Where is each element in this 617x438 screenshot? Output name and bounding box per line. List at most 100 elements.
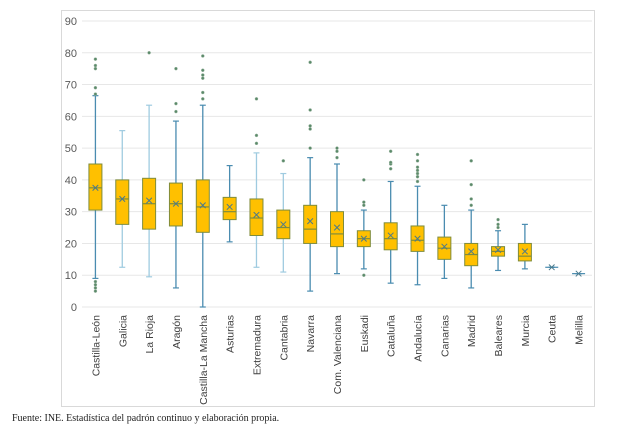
box-group bbox=[356, 178, 371, 277]
box-group bbox=[249, 97, 264, 268]
outlier-point bbox=[201, 73, 205, 77]
outlier-point bbox=[93, 286, 98, 290]
outlier-point bbox=[147, 51, 151, 55]
outlier-point bbox=[415, 179, 420, 184]
mean-marker bbox=[468, 248, 475, 255]
outlier-point bbox=[415, 152, 420, 157]
box bbox=[383, 222, 398, 251]
box bbox=[222, 196, 237, 221]
box-group bbox=[195, 54, 210, 308]
y-tick-label: 90 bbox=[65, 16, 77, 28]
outlier-point bbox=[308, 124, 312, 128]
box-group bbox=[115, 130, 130, 268]
box-group bbox=[491, 217, 506, 272]
outlier-point bbox=[93, 66, 98, 71]
box-group bbox=[222, 164, 237, 243]
x-category-label: Madrid bbox=[466, 315, 478, 347]
outlier-point bbox=[201, 97, 205, 101]
box-group bbox=[168, 66, 183, 289]
box-group bbox=[276, 159, 291, 273]
outlier-point bbox=[201, 76, 205, 80]
x-category-label: Cataluña bbox=[386, 315, 398, 357]
outlier-point bbox=[93, 289, 98, 293]
outlier-point bbox=[362, 178, 366, 182]
box-group bbox=[303, 60, 318, 292]
outlier-point bbox=[335, 149, 339, 154]
y-tick-label: 10 bbox=[65, 270, 77, 282]
box-group bbox=[464, 159, 479, 289]
box-group bbox=[330, 146, 344, 275]
outlier-point bbox=[308, 146, 312, 150]
box bbox=[115, 179, 130, 225]
outlier-point bbox=[362, 273, 366, 277]
y-axis-ticks: 0 10 20 30 40 50 60 70 80 90 bbox=[65, 16, 77, 314]
outlier-point bbox=[93, 57, 98, 61]
outlier-point bbox=[308, 60, 312, 65]
outlier-point bbox=[174, 66, 178, 71]
mean-marker bbox=[387, 232, 394, 239]
x-category-label: Cantabria bbox=[278, 315, 290, 361]
outlier-point bbox=[93, 92, 98, 96]
x-category-label: Navarra bbox=[305, 315, 317, 353]
box bbox=[303, 204, 318, 244]
y-tick-label: 0 bbox=[71, 302, 77, 314]
box-group bbox=[88, 57, 103, 293]
y-tick-label: 60 bbox=[65, 111, 77, 123]
mean-marker bbox=[307, 218, 314, 225]
outlier-point bbox=[469, 182, 473, 187]
y-tick-label: 80 bbox=[65, 48, 77, 60]
outlier-point bbox=[281, 159, 286, 163]
x-axis-categories: Castilla-León Galicia La Rioja Aragón Castil… bbox=[90, 315, 585, 405]
outlier-point bbox=[469, 203, 473, 208]
outlier-point bbox=[496, 225, 500, 230]
x-category-label: Aragón bbox=[171, 315, 183, 349]
outlier-point bbox=[93, 63, 98, 68]
x-category-label: Baleares bbox=[493, 315, 505, 356]
box-group bbox=[410, 152, 425, 286]
box bbox=[88, 163, 103, 211]
x-category-label: Ceuta bbox=[547, 315, 559, 343]
mean-marker bbox=[145, 197, 153, 204]
outlier-point bbox=[469, 197, 473, 201]
box-group bbox=[437, 204, 452, 279]
mean-marker bbox=[333, 224, 341, 231]
x-category-label: Canarias bbox=[439, 315, 451, 357]
mean-marker bbox=[92, 184, 99, 191]
mean-marker bbox=[494, 246, 502, 253]
outlier-point bbox=[335, 155, 339, 160]
outlier-point bbox=[388, 149, 393, 154]
box bbox=[249, 198, 264, 236]
x-category-label: Com. Valenciana bbox=[332, 315, 344, 394]
outlier-point bbox=[335, 146, 339, 150]
box-group bbox=[572, 270, 586, 277]
y-tick-label: 30 bbox=[65, 207, 77, 219]
outlier-point bbox=[174, 101, 178, 106]
mean-marker bbox=[280, 221, 287, 228]
mean-marker bbox=[360, 235, 367, 242]
x-category-label: Castilla-León bbox=[90, 315, 102, 376]
outlier-point bbox=[362, 200, 366, 204]
y-tick-label: 70 bbox=[65, 80, 77, 92]
boxes bbox=[88, 51, 586, 308]
x-category-label: Euskadi bbox=[359, 315, 371, 352]
box-group bbox=[517, 223, 532, 270]
box bbox=[195, 179, 210, 233]
outlier-point bbox=[388, 167, 393, 171]
outlier-point bbox=[201, 90, 205, 95]
outlier-point bbox=[415, 159, 420, 163]
x-category-label: Murcia bbox=[520, 315, 532, 347]
outlier-point bbox=[496, 222, 500, 227]
outlier-point bbox=[174, 109, 178, 114]
mean-marker bbox=[226, 203, 233, 211]
outlier-point bbox=[254, 133, 259, 138]
outlier-point bbox=[388, 160, 393, 165]
outlier-point bbox=[93, 283, 98, 287]
outlier-point bbox=[254, 97, 259, 101]
mean-marker bbox=[119, 195, 126, 203]
outlier-point bbox=[415, 165, 420, 169]
outlier-point bbox=[362, 203, 366, 208]
box-group bbox=[142, 51, 157, 278]
outlier-point bbox=[415, 168, 420, 173]
outlier-point bbox=[308, 108, 312, 112]
mean-marker bbox=[253, 211, 260, 218]
